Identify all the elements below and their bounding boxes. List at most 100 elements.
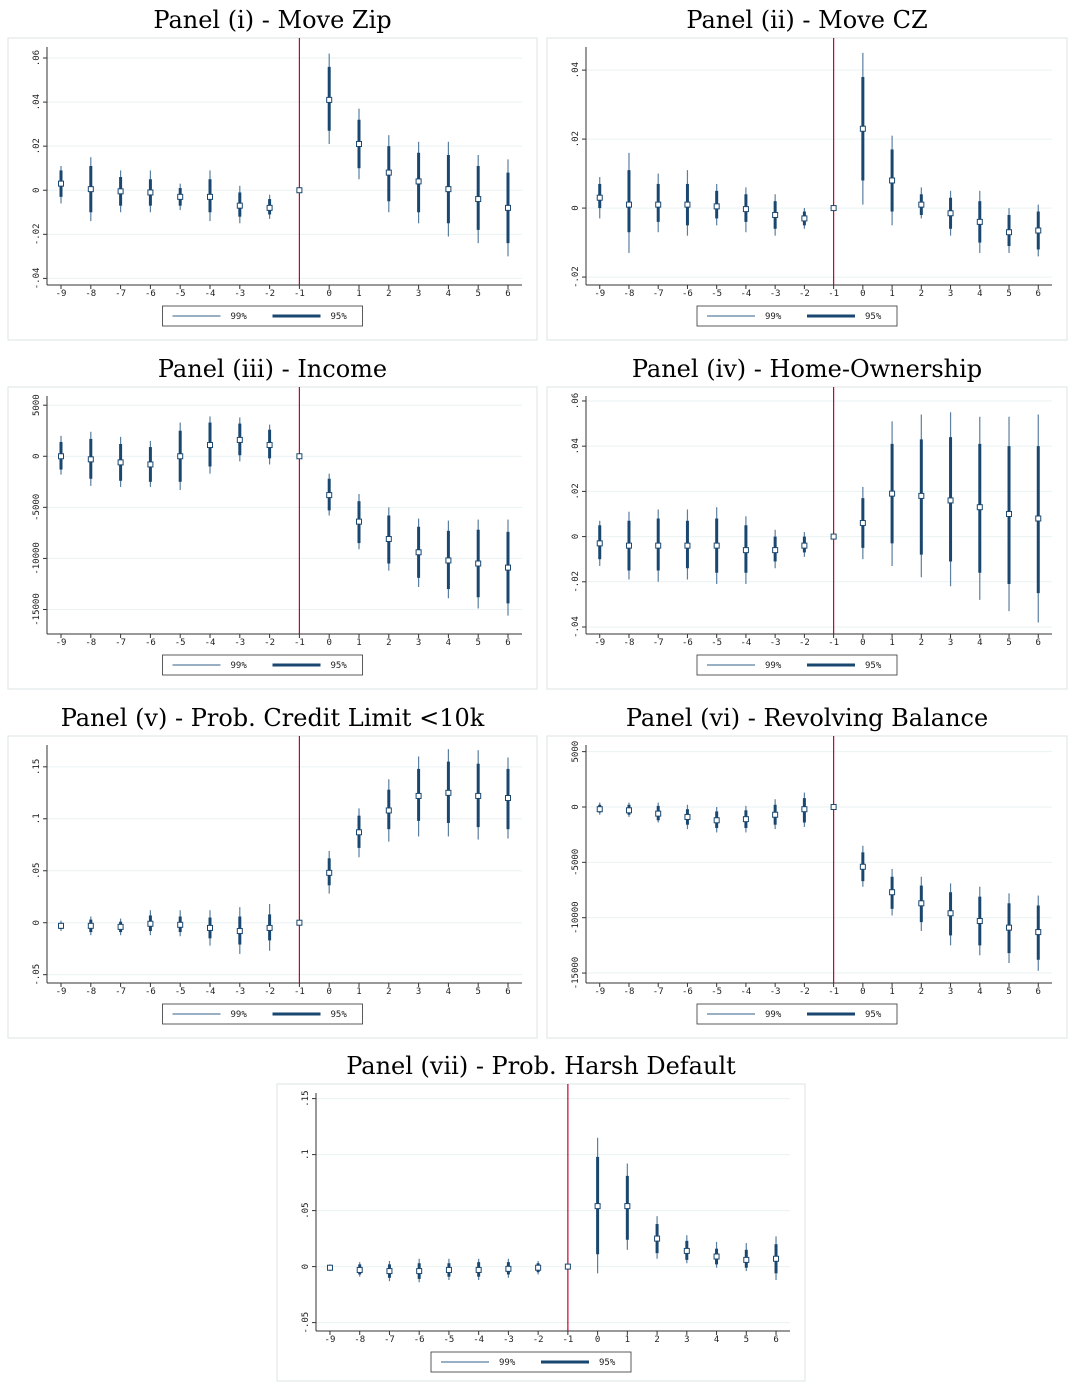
estimate xyxy=(713,203,720,210)
x-tick-label: -2 xyxy=(799,638,810,648)
panel-title: Panel (i) - Move Zip xyxy=(153,6,391,34)
legend-label: 95% xyxy=(331,1010,348,1020)
y-tick-label: .1 xyxy=(301,1149,311,1160)
y-tick-label: -10000 xyxy=(571,901,581,934)
y-tick-label: -.05 xyxy=(32,964,42,986)
x-tick-label: -4 xyxy=(473,1335,484,1345)
estimate xyxy=(177,921,184,928)
x-tick-label: 1 xyxy=(356,987,361,997)
panel-title: Panel (vi) - Revolving Balance xyxy=(626,704,988,732)
estimate xyxy=(207,924,214,931)
estimate xyxy=(889,889,896,896)
y-tick-label: 5000 xyxy=(571,741,581,763)
estimate xyxy=(117,459,124,466)
estimate xyxy=(385,807,392,814)
estimate xyxy=(385,536,392,543)
estimate xyxy=(683,1247,690,1254)
estimate xyxy=(772,547,779,554)
estimate xyxy=(1006,229,1013,236)
x-tick-label: -5 xyxy=(444,1335,455,1345)
y-tick-label: 0 xyxy=(301,1264,311,1269)
x-tick-label: -5 xyxy=(711,289,722,299)
estimate xyxy=(504,795,511,802)
panel-title: Panel (iv) - Home-Ownership xyxy=(632,355,982,383)
x-tick-label: 4 xyxy=(977,638,982,648)
estimate xyxy=(947,497,954,504)
estimate xyxy=(743,1256,750,1263)
x-tick-label: -8 xyxy=(624,987,635,997)
x-tick-label: 2 xyxy=(654,1335,659,1345)
legend-box xyxy=(162,305,363,327)
estimate xyxy=(416,1268,423,1275)
y-tick-label: -5000 xyxy=(571,849,581,876)
x-tick-label: -3 xyxy=(770,289,781,299)
x-tick-label: 4 xyxy=(714,1335,719,1345)
estimate xyxy=(801,215,808,222)
estimate xyxy=(117,188,124,195)
y-tick-label: 0 xyxy=(571,205,581,210)
legend-label: 95% xyxy=(865,661,882,671)
x-tick-label: -6 xyxy=(414,1335,425,1345)
x-tick-label: -4 xyxy=(205,289,216,299)
x-tick-label: -1 xyxy=(828,987,839,997)
estimate xyxy=(830,533,837,540)
x-tick-label: -6 xyxy=(145,987,156,997)
x-tick-label: 5 xyxy=(1006,289,1011,299)
y-tick-label: -.04 xyxy=(571,616,581,638)
x-tick-label: -9 xyxy=(594,987,605,997)
x-tick-label: -9 xyxy=(56,638,67,648)
estimate xyxy=(684,201,691,208)
y-tick-label: .04 xyxy=(32,94,42,110)
x-tick-label: 1 xyxy=(356,289,361,299)
x-tick-label: -8 xyxy=(85,987,96,997)
x-tick-label: 4 xyxy=(977,987,982,997)
x-tick-label: -8 xyxy=(85,638,96,648)
x-tick-label: -8 xyxy=(624,638,635,648)
x-tick-label: -6 xyxy=(682,289,693,299)
estimate xyxy=(505,1265,512,1272)
x-tick-label: -2 xyxy=(799,987,810,997)
x-tick-label: -7 xyxy=(653,289,664,299)
estimate xyxy=(742,547,749,554)
x-tick-label: -7 xyxy=(653,987,664,997)
x-tick-label: 3 xyxy=(416,987,421,997)
legend-box xyxy=(162,654,363,676)
x-tick-label: -4 xyxy=(740,289,751,299)
x-tick-label: 1 xyxy=(889,638,894,648)
x-tick-label: -7 xyxy=(115,289,126,299)
legend-label: 99% xyxy=(765,661,782,671)
x-tick-label: 3 xyxy=(948,289,953,299)
x-tick-label: -7 xyxy=(115,638,126,648)
x-tick-label: -8 xyxy=(624,289,635,299)
estimate xyxy=(773,1255,780,1262)
x-tick-label: -9 xyxy=(56,289,67,299)
estimate xyxy=(859,520,866,527)
estimate xyxy=(147,461,154,468)
estimate xyxy=(1006,510,1013,517)
estimate xyxy=(296,187,303,194)
x-tick-label: 0 xyxy=(860,987,865,997)
x-tick-label: 5 xyxy=(475,289,480,299)
x-tick-label: -8 xyxy=(354,1335,365,1345)
estimate xyxy=(415,549,422,556)
x-tick-label: 3 xyxy=(416,638,421,648)
estimate xyxy=(801,542,808,549)
x-tick-label: -3 xyxy=(234,638,245,648)
x-tick-label: -1 xyxy=(828,289,839,299)
estimate xyxy=(742,206,749,213)
estimate xyxy=(475,1266,482,1273)
y-tick-label: -5000 xyxy=(32,494,42,521)
x-tick-label: -2 xyxy=(533,1335,544,1345)
x-tick-label: -1 xyxy=(294,638,305,648)
x-tick-label: -3 xyxy=(770,638,781,648)
estimate xyxy=(355,518,362,525)
y-tick-label: .15 xyxy=(32,759,42,775)
legend-box xyxy=(430,1351,632,1373)
y-tick-label: -.02 xyxy=(32,223,42,245)
x-tick-label: 1 xyxy=(889,289,894,299)
x-tick-label: -3 xyxy=(234,987,245,997)
x-tick-label: -2 xyxy=(799,289,810,299)
legend-box xyxy=(696,1003,898,1025)
estimate xyxy=(596,194,603,201)
